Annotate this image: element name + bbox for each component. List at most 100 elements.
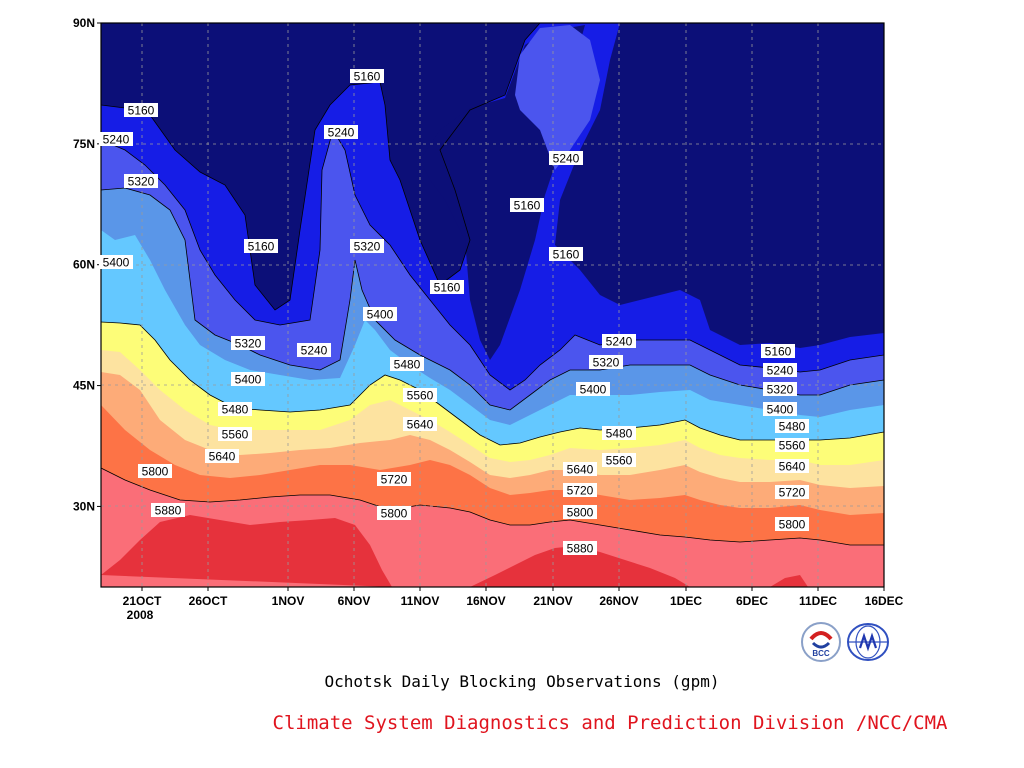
contour-labels: 5160 5240 5320 5400 5240 5160 5320 5400 5480 5560… [99,69,809,556]
svg-text:5240: 5240 [103,133,130,147]
x-year-label: 2008 [127,608,154,622]
y-axis-labels: 30N 45N 60N 75N 90N [73,16,101,513]
contour-label: 5160 [430,280,464,295]
grid [101,23,884,587]
contour-label: 5720 [775,485,809,500]
contour-label: 5240 [297,343,331,358]
svg-text:5800: 5800 [779,518,806,532]
svg-text:5720: 5720 [381,473,408,487]
ncc-logo [846,621,889,663]
contour-line [101,321,884,446]
svg-text:5560: 5560 [407,389,434,403]
svg-text:5240: 5240 [606,335,633,349]
contour-label: 5160 [350,69,384,84]
credit-line: Climate System Diagnostics and Predictio… [272,712,948,734]
contour-line [101,187,884,411]
svg-text:5640: 5640 [567,463,594,477]
contour-fills [101,23,884,587]
contour-label: 5320 [589,355,623,370]
svg-text:5640: 5640 [209,450,236,464]
svg-text:5880: 5880 [155,504,182,518]
contour-label: 5560 [602,453,636,468]
svg-text:5240: 5240 [328,126,355,140]
x-tick-label: 26NOV [599,594,638,608]
x-tick-label: 1DEC [670,594,702,608]
svg-text:5720: 5720 [779,486,806,500]
contour-label: 5240 [763,363,797,378]
svg-text:5560: 5560 [606,454,633,468]
contour-label: 5800 [775,517,809,532]
contour-label: 5400 [576,382,610,397]
y-tick-label: 90N [73,16,95,30]
svg-text:5800: 5800 [142,465,169,479]
contour-line [101,128,884,391]
contour-line [101,467,884,546]
svg-text:5240: 5240 [301,344,328,358]
fill-5240-patch [515,25,600,170]
contour-label: 5240 [324,125,358,140]
fill-5880-c [770,575,808,587]
svg-text:5160: 5160 [248,240,275,254]
contour-label: 5640 [403,417,437,432]
contour-label: 5480 [775,419,809,434]
svg-text:5160: 5160 [128,104,155,118]
svg-text:5880: 5880 [567,542,594,556]
contour-label: 5160 [244,239,278,254]
x-tick-label: 11NOV [401,594,440,608]
x-tick-label: 21OCT [123,594,162,608]
svg-text:5240: 5240 [767,364,794,378]
svg-text:5480: 5480 [222,403,249,417]
x-tick-label: 6NOV [338,594,371,608]
svg-text:5800: 5800 [381,507,408,521]
contour-label: 5800 [563,505,597,520]
svg-text:5400: 5400 [367,308,394,322]
chart-title: Ochotsk Daily Blocking Observations (gpm… [324,672,720,691]
contour-label: 5880 [151,503,185,518]
contour-label: 5160 [549,247,583,262]
contour-label: 5480 [390,357,424,372]
svg-text:5320: 5320 [593,356,620,370]
svg-text:5320: 5320 [128,175,155,189]
contour-label: 5560 [775,438,809,453]
svg-text:5800: 5800 [567,506,594,520]
svg-text:5480: 5480 [779,420,806,434]
contour-label: 5240 [602,334,636,349]
contour-label: 5880 [563,541,597,556]
plot-frame [100,22,885,588]
svg-text:5640: 5640 [407,418,434,432]
contour-label: 5320 [763,382,797,397]
contour-label: 5720 [563,483,597,498]
x-tick-label: 11DEC [799,594,837,608]
fill-5880-b [470,546,690,587]
svg-text:5400: 5400 [103,256,130,270]
svg-text:5560: 5560 [779,439,806,453]
x-tick-label: 26OCT [189,594,228,608]
svg-text:5400: 5400 [235,373,262,387]
contour-label: 5640 [563,462,597,477]
svg-text:5320: 5320 [354,240,381,254]
svg-text:5320: 5320 [767,383,794,397]
contour-label: 5400 [763,402,797,417]
bcc-logo-text: BCC [812,649,830,658]
svg-text:5560: 5560 [222,428,249,442]
contour-label: 5160 [510,198,544,213]
contour-label: 5240 [99,132,133,147]
svg-text:5480: 5480 [606,427,633,441]
x-tick-label: 21NOV [533,594,572,608]
contour-label: 5160 [761,344,795,359]
x-tick-label: 1NOV [272,594,305,608]
svg-text:5160: 5160 [434,281,461,295]
contour-line [101,23,541,311]
x-tick-label: 16DEC [865,594,904,608]
svg-text:5160: 5160 [553,248,580,262]
y-tick-label: 45N [73,379,95,393]
contour-label: 5560 [403,388,437,403]
contour-label: 5400 [231,372,265,387]
contour-label: 5560 [218,427,252,442]
y-tick-label: 60N [73,258,95,272]
contour-label: 5320 [231,336,265,351]
x-tick-label: 6DEC [736,594,768,608]
svg-text:5160: 5160 [514,199,541,213]
contour-label: 5400 [363,307,397,322]
